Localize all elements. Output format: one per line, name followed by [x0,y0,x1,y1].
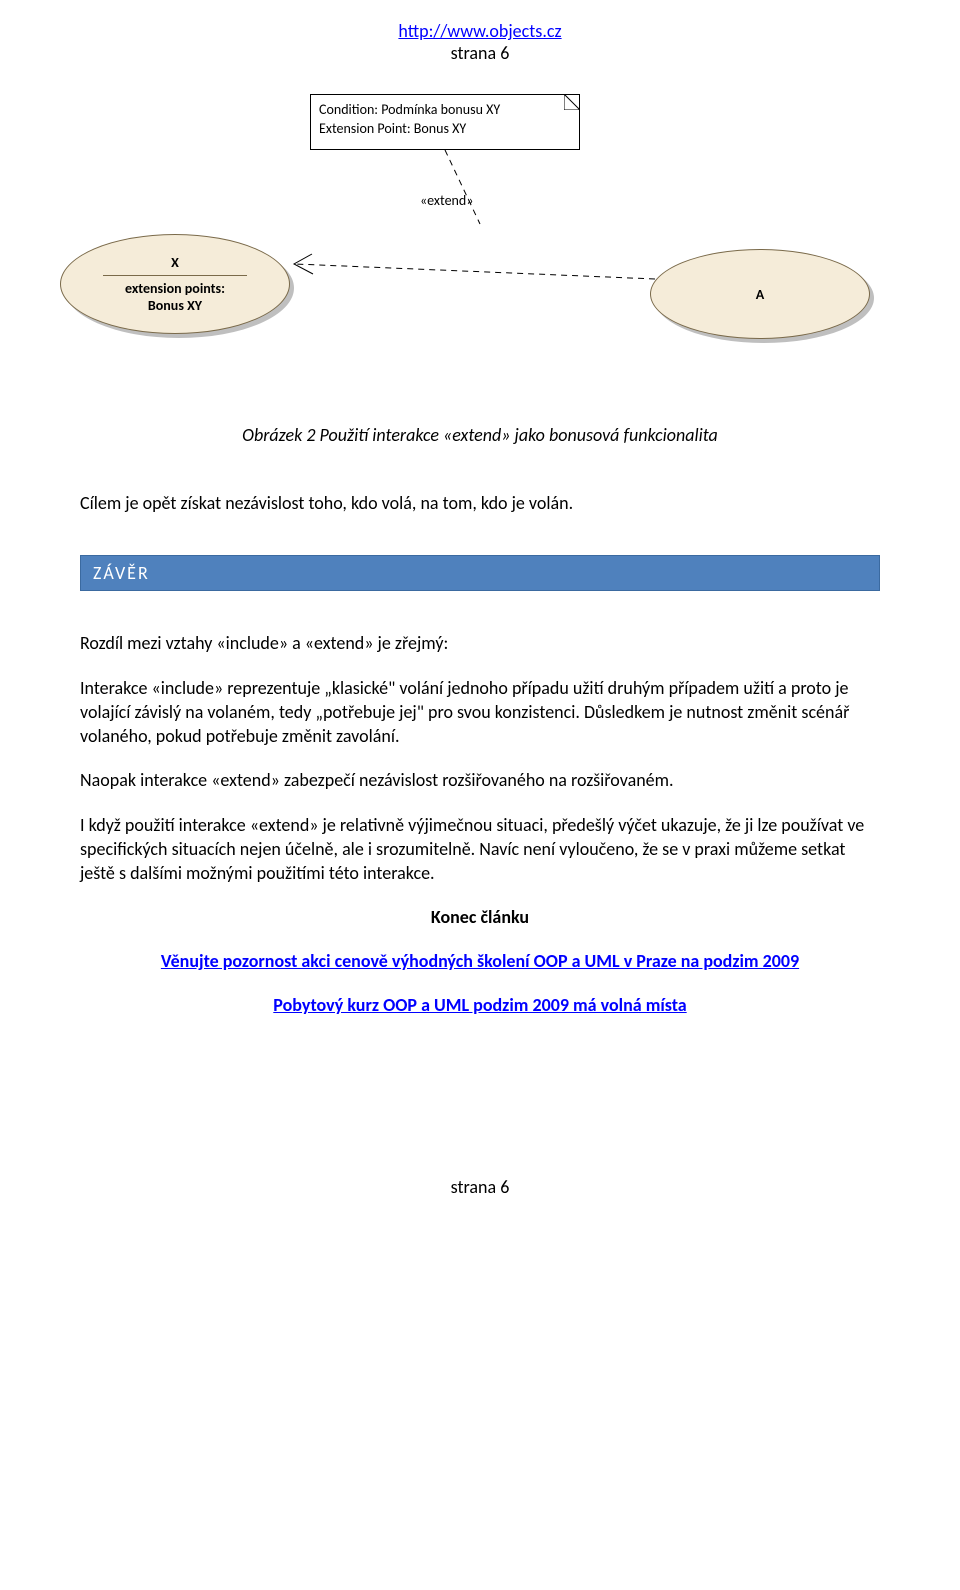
paragraph-4: I když použití interakce «extend» je rel… [80,813,880,886]
usecase-x-body: X extension points: Bonus XY [60,234,290,334]
usecase-x-sub1: extension points: [125,280,225,297]
page-number-top: strana 6 [451,42,510,64]
usecase-x: X extension points: Bonus XY [60,234,290,334]
uml-diagram: Condition: Podmínka bonusu XY Extension … [80,94,880,394]
usecase-x-title: X [171,254,179,271]
note-line-1: Condition: Podmínka bonusu XY [319,101,500,118]
top-url-link[interactable]: http://www.objects.cz [398,20,561,42]
paragraph-intro: Cílem je opět získat nezávislost toho, k… [80,491,880,515]
paragraph-3: Naopak interakce «extend» zabezpečí nezá… [80,768,880,792]
uml-note: Condition: Podmínka bonusu XY Extension … [310,94,580,150]
section-heading-zaver: ZÁVĚR [80,555,880,591]
usecase-a: A [650,249,870,339]
body-text: Rozdíl mezi vztahy «include» a «extend» … [80,631,880,885]
usecase-x-sub2: Bonus XY [148,297,202,314]
training-link-2[interactable]: Pobytový kurz OOP a UML podzim 2009 má v… [273,994,686,1016]
page-number-bottom: strana 6 [80,1176,880,1198]
training-link-1[interactable]: Věnujte pozornost akci cenově výhodných … [161,950,799,972]
paragraph-1: Rozdíl mezi vztahy «include» a «extend» … [80,631,880,655]
end-label: Konec článku [80,906,880,928]
usecase-a-body: A [650,249,870,339]
paragraph-2: Interakce «include» reprezentuje „klasic… [80,676,880,749]
note-fold-icon [564,94,580,110]
usecase-a-title: A [756,286,764,303]
link-line-2: Pobytový kurz OOP a UML podzim 2009 má v… [80,994,880,1016]
usecase-x-divider [103,275,247,276]
extend-stereotype-label: «extend» [420,192,473,209]
figure-caption: Obrázek 2 Použití interakce «extend» jak… [80,424,880,446]
header: http://www.objects.cz strana 6 [80,20,880,64]
note-line-2: Extension Point: Bonus XY [319,120,466,137]
link-line-1: Věnujte pozornost akci cenově výhodných … [80,950,880,972]
page: http://www.objects.cz strana 6 Condition… [0,0,960,1238]
